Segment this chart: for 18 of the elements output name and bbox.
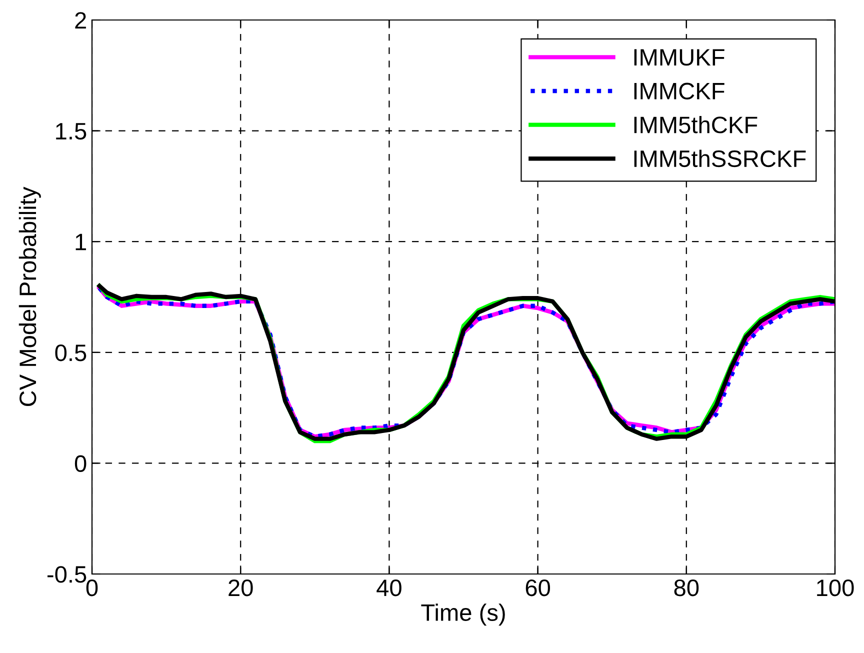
legend-label: IMM5thCKF xyxy=(634,116,758,134)
y-axis-title: CV Model Probability xyxy=(18,186,41,406)
y-tick-label: 1.5 xyxy=(56,123,86,140)
y-tick-label: 2 xyxy=(75,12,86,29)
y-tick-label: 1 xyxy=(76,234,86,250)
x-tick-label: 100 xyxy=(817,579,854,596)
x-tick-label: 60 xyxy=(526,579,550,596)
legend-label: IMMUKF xyxy=(634,49,724,66)
x-axis-title: Time (s) xyxy=(421,604,505,626)
x-tick-label: 40 xyxy=(376,579,402,596)
x-tick-label: 0 xyxy=(86,579,98,596)
x-tick-label: 80 xyxy=(674,579,699,596)
legend-label: IMM5thSSRCKF xyxy=(634,150,806,168)
x-tick-label: 20 xyxy=(228,579,253,596)
y-tick-label: -0.5 xyxy=(48,566,86,583)
y-tick-label: 0.5 xyxy=(55,344,86,362)
y-tick-label: 0 xyxy=(74,455,86,472)
legend-label: IMMCKF xyxy=(634,82,724,100)
